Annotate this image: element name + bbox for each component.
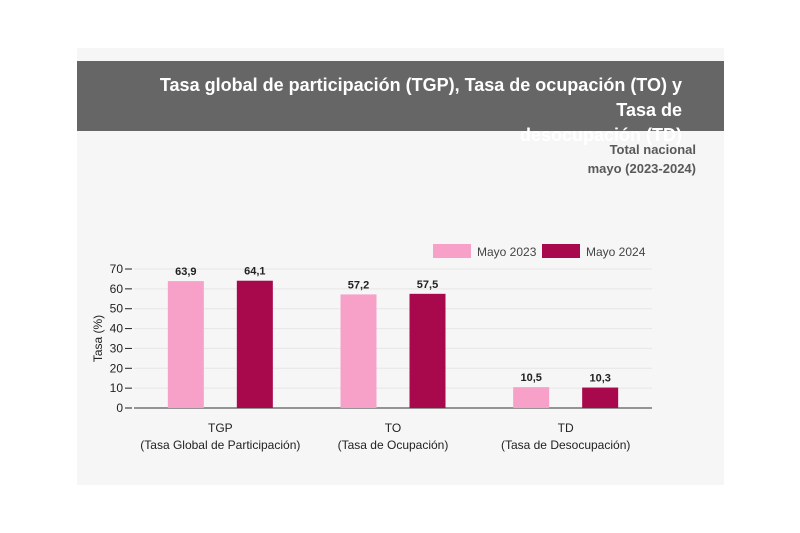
legend-label: Mayo 2024 [586,245,646,259]
category-name-label: (Tasa Global de Participación) [140,438,300,452]
bar-td-2023 [513,387,550,408]
y-tick-label: 20 [110,361,124,375]
chart-title-line2: desocupación (TD) [519,125,682,145]
y-tick-label: 40 [110,322,124,336]
bar-to-2024 [409,293,446,408]
data-label: 57,5 [417,279,438,291]
subtitle-scope: Total nacional [609,142,696,157]
subtitle-period: mayo (2023-2024) [587,161,696,176]
data-label: 64,1 [244,266,265,278]
chart-title-line1: Tasa global de participación (TGP), Tasa… [159,75,682,120]
chart-card: Tasa global de participación (TGP), Tasa… [77,48,724,485]
bar-tgp-2023 [167,281,204,408]
data-label: 10,5 [520,372,541,384]
y-tick-label: 30 [110,341,124,355]
y-tick-label: 60 [110,282,124,296]
category-name-label: (Tasa de Ocupación) [338,438,449,452]
y-tick-label: 50 [110,302,124,316]
y-tick-label: 0 [116,401,123,415]
y-tick-label: 10 [110,381,124,395]
data-label: 63,9 [175,266,196,278]
y-tick-label: 70 [110,262,124,276]
legend-swatch [433,244,471,258]
data-label: 57,2 [348,279,369,291]
bar-to-2023 [340,294,377,408]
category-name-label: (Tasa de Desocupación) [501,438,630,452]
bar-td-2024 [582,387,619,408]
category-code-label: TO [385,421,401,435]
y-axis-title: Tasa (%) [91,315,105,362]
legend-label: Mayo 2023 [477,245,537,259]
title-banner: Tasa global de participación (TGP), Tasa… [77,61,724,145]
category-code-label: TGP [208,421,233,435]
chart-subtitle: Total nacional mayo (2023-2024) [588,140,696,178]
category-code-label: TD [558,421,574,435]
data-label: 10,3 [589,373,610,385]
bar-tgp-2024 [236,280,273,408]
legend-swatch [542,244,580,258]
